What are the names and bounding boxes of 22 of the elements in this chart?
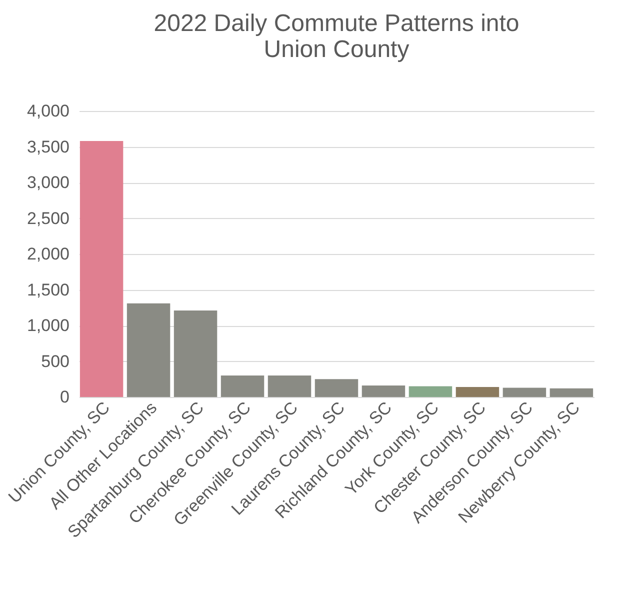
text: Union County — [264, 36, 410, 63]
y-tick-label: 2,500 — [26, 208, 70, 228]
bar — [314, 379, 358, 397]
y-tick-label: 1,500 — [26, 280, 70, 300]
bar — [362, 386, 406, 397]
bar — [502, 388, 546, 397]
y-tick-label: 0 — [60, 388, 70, 406]
y-tick-label: 3,500 — [26, 137, 70, 156]
y-tick-label: 500 — [41, 352, 70, 371]
bar — [550, 388, 594, 397]
bar — [80, 141, 124, 397]
bar — [456, 386, 500, 397]
y-tick-label: 1,000 — [26, 316, 70, 335]
y-tick-label: 4,000 — [26, 102, 70, 120]
y-tick-label: 3,000 — [26, 173, 70, 192]
bar — [126, 303, 170, 397]
bar — [268, 376, 312, 397]
bar — [408, 386, 452, 397]
y-tick-label: 2,000 — [26, 244, 70, 264]
bar — [220, 376, 264, 397]
bar — [174, 310, 218, 397]
text: 2022 Daily Commute Patterns into — [154, 10, 520, 37]
